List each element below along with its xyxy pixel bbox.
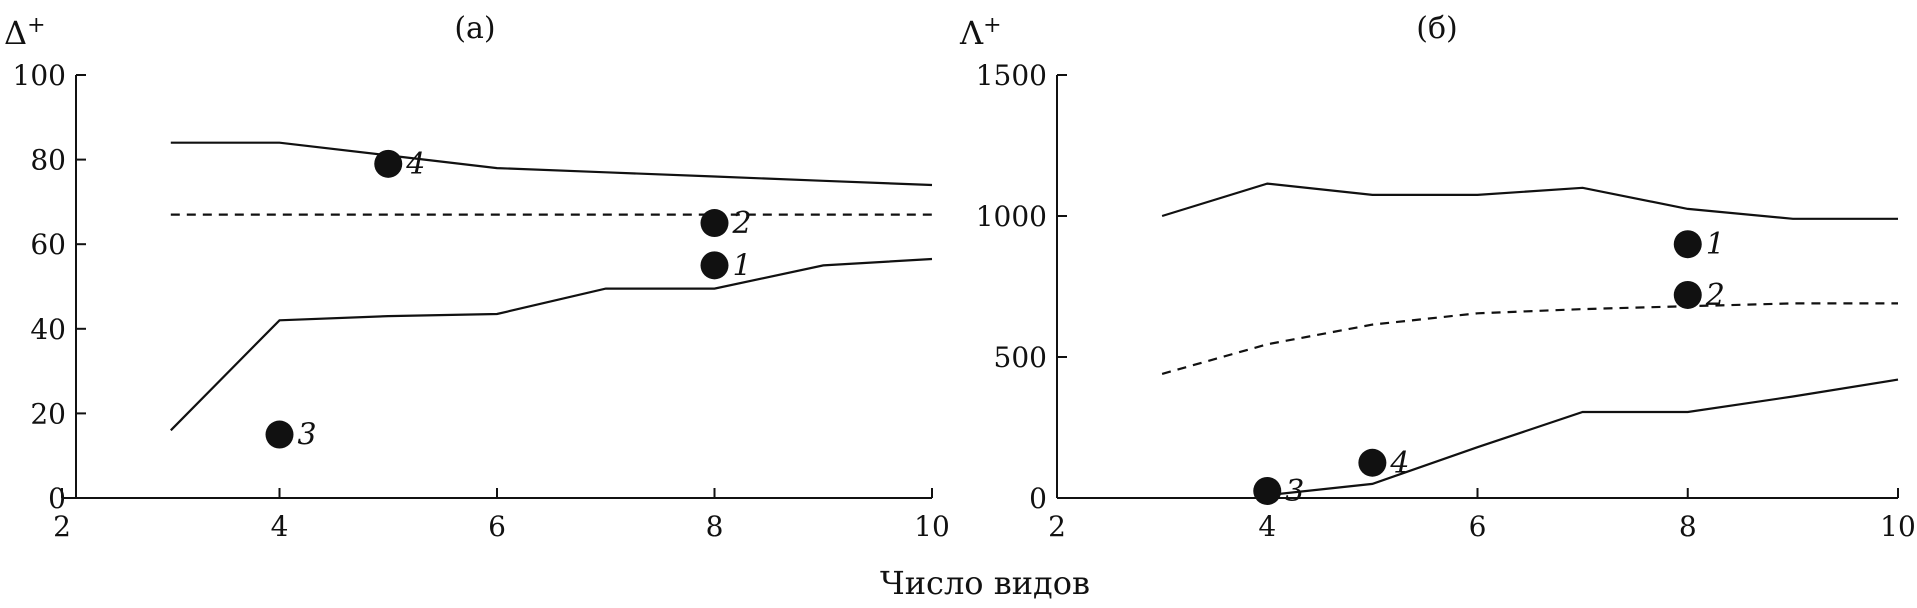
x-tick-label: 10 [914,510,950,543]
solid-line-2 [1267,378,1899,497]
point-label-1: 1 [1706,227,1725,262]
x-axis-label: Число видов [880,564,1090,602]
data-point-3 [1253,476,1282,505]
x-tick-label: 4 [271,510,289,543]
point-label-2: 2 [1705,278,1725,313]
x-tick-label: 8 [706,510,724,543]
data-point-2 [1673,280,1702,309]
data-point-4 [374,149,403,178]
data-point-4 [1358,448,1387,477]
panel-title: (б) [1416,11,1457,46]
y-tick-label: 1000 [976,200,1047,233]
y-axis-label: Δ+ [4,13,46,52]
x-tick-label: 6 [1469,510,1487,543]
data-point-1 [700,251,729,280]
point-label-3: 3 [298,418,317,453]
point-label-2: 2 [732,206,752,241]
x-tick-label: 8 [1679,510,1697,543]
point-label-4: 4 [405,147,425,182]
data-point-2 [700,209,729,238]
x-tick-label: 10 [1880,510,1916,543]
solid-line-0 [170,141,933,187]
y-tick-label: 0 [1029,482,1047,515]
y-tick-label: 100 [13,59,66,92]
solid-line-0 [1161,182,1898,220]
y-tick-label: 20 [30,397,66,430]
data-point-1 [1673,230,1702,259]
y-tick-label: 500 [994,341,1047,374]
point-label-3: 3 [1285,474,1304,509]
y-tick-label: 1500 [976,59,1047,92]
y-axis-label: Λ+ [959,13,1002,52]
solid-line-2 [170,257,933,432]
x-tick-label: 4 [1258,510,1276,543]
point-label-1: 1 [733,248,752,283]
data-point-3 [265,420,294,449]
y-tick-label: 40 [30,313,66,346]
y-tick-label: 80 [30,144,66,177]
dashed-line-1 [1161,302,1898,375]
x-tick-label: 6 [488,510,506,543]
point-label-4: 4 [1389,446,1409,481]
panel-title: (а) [454,11,495,46]
x-tick-label: 2 [1048,510,1066,543]
x-tick-label: 2 [53,510,71,543]
y-tick-label: 60 [30,228,66,261]
